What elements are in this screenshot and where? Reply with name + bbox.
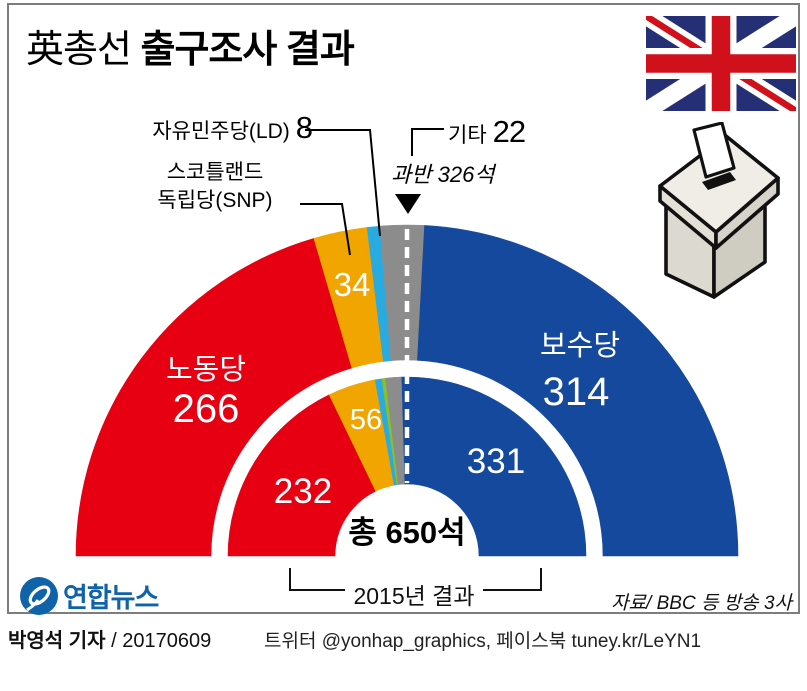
majority-marker-icon [395, 194, 421, 214]
yonhap-logo-icon [20, 576, 58, 615]
outer-labour-seats: 266 [172, 387, 240, 431]
yonhap-logo-text: 연합뉴스 [63, 583, 159, 613]
title-light: 英총선 [26, 29, 132, 71]
callout-ld-name: 자유민주당(LD) [152, 120, 290, 143]
outer-conservative-seats: 314 [542, 370, 610, 414]
callout-snp-line2: 독립당(SNP) [157, 189, 273, 212]
source-credit: 자료/ BBC 등 방송 3사 [611, 593, 792, 614]
leader-line-ld [305, 129, 381, 237]
report-date: / 20170609 [105, 630, 212, 652]
inner-labour-seats: 232 [273, 472, 333, 511]
seat-segment-outer-보수당 [417, 225, 739, 557]
callout-ld-value: 8 [295, 110, 313, 145]
callout-etc: 기타 22 [448, 114, 526, 150]
ballot-box-icon [658, 122, 780, 299]
leader-line-snp [300, 203, 351, 256]
union-jack-flag-icon [646, 15, 796, 112]
callout-ld: 자유민주당(LD) 8 [80, 110, 313, 146]
callout-etc-name: 기타 [448, 124, 487, 147]
footer-social: 트위터 @yonhap_graphics, 페이스북 tuney.kr/LeYN… [264, 631, 702, 652]
parliament-seat-chart [75, 128, 739, 591]
inner-conservative-seats: 331 [466, 442, 526, 481]
yonhap-logo: 연합뉴스 [20, 576, 159, 615]
frame-border [7, 3, 800, 614]
outer-conservative-name: 보수당 [539, 330, 621, 362]
inner-snp-seats: 56 [349, 404, 383, 436]
leader-bracket-etc [411, 128, 444, 156]
seat-segment-inner-노동당 [227, 394, 377, 557]
majority-label: 과반 326석 [391, 162, 495, 187]
seat-segment-outer-노동당 [75, 237, 353, 557]
title-bold: 출구조사 결과 [130, 29, 354, 71]
bracket-2015-right [483, 568, 542, 591]
bracket-2015-left [289, 568, 345, 591]
seat-rings [75, 224, 739, 557]
outer-labour-name: 노동당 [165, 354, 247, 386]
ring-2015-caption: 2015년 결과 [353, 583, 475, 609]
page-title: 英총선 출구조사 결과 [26, 18, 355, 73]
footer-byline: 박영석 기자 / 20170609 [8, 624, 211, 653]
total-seats-label: 총 650석 [348, 515, 466, 550]
seat-segment-inner-보수당 [401, 376, 587, 557]
reporter-name: 박영석 기자 [8, 630, 106, 652]
callout-snp: 스코틀랜드 독립당(SNP) [135, 159, 295, 215]
callout-etc-value: 22 [492, 114, 526, 149]
outer-snp-seats: 34 [333, 266, 371, 303]
callout-snp-line1: 스코틀랜드 [166, 161, 264, 184]
